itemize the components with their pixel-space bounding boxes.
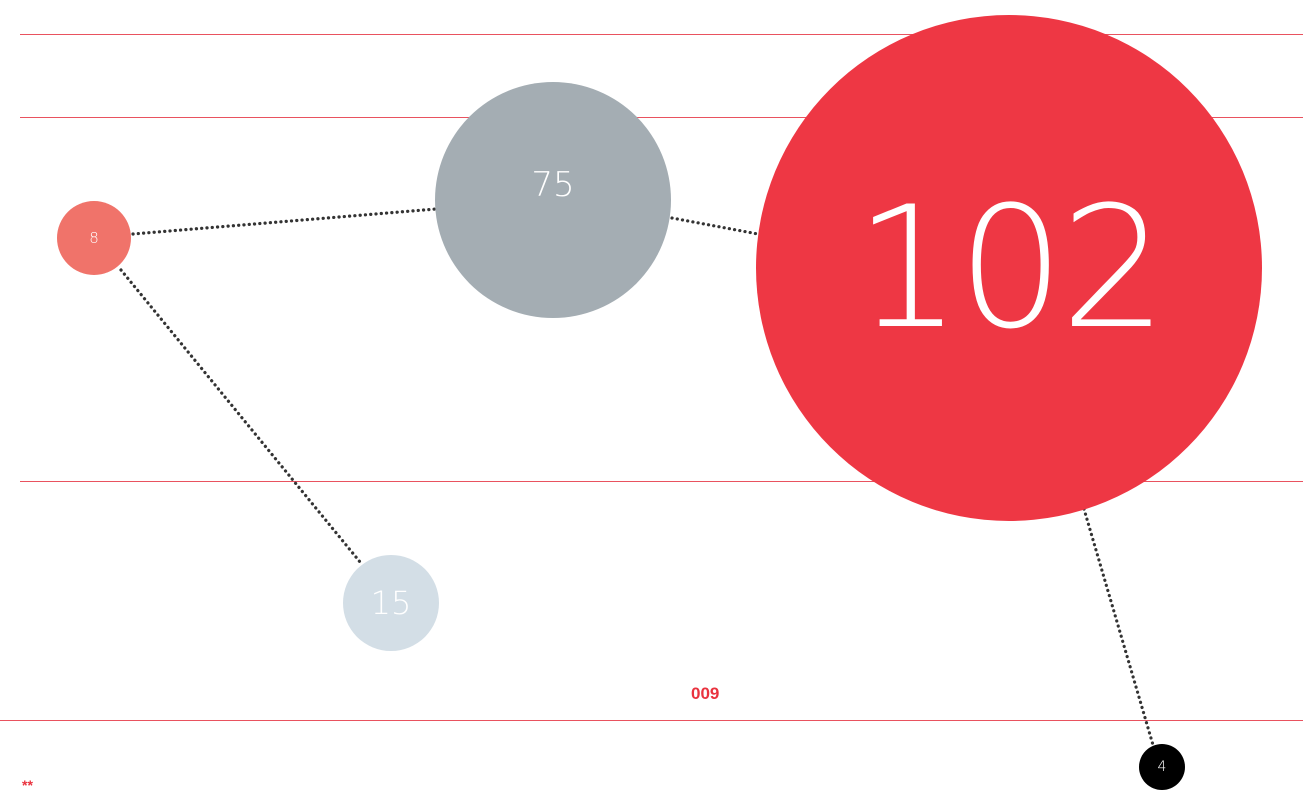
- bubble-102-label: 102: [854, 170, 1168, 366]
- connector-75-to-102: [670, 216, 760, 236]
- rule-line-upper: [20, 117, 1303, 118]
- rule-line-middle: [20, 481, 1303, 482]
- bubble-75-label: 75: [531, 165, 575, 205]
- page-number: 009: [691, 684, 720, 703]
- bubble-15: 15: [343, 555, 439, 651]
- bubble-75: 75: [435, 82, 671, 318]
- rule-line-top: [20, 34, 1303, 35]
- bubble-4: 4: [1139, 744, 1185, 790]
- bubble-4-label: 4: [1157, 759, 1167, 775]
- bubble-102: 102: [756, 15, 1262, 521]
- rule-line-bottom: [0, 720, 1303, 721]
- connector-102-to-4: [1082, 507, 1155, 747]
- corner-mark: **: [22, 778, 33, 787]
- bubble-8: 8: [57, 201, 131, 275]
- connector-8-to-15: [119, 268, 362, 564]
- connector-8-to-75: [131, 207, 438, 236]
- bubble-8-label: 8: [89, 228, 99, 247]
- bubble-15-label: 15: [370, 584, 412, 622]
